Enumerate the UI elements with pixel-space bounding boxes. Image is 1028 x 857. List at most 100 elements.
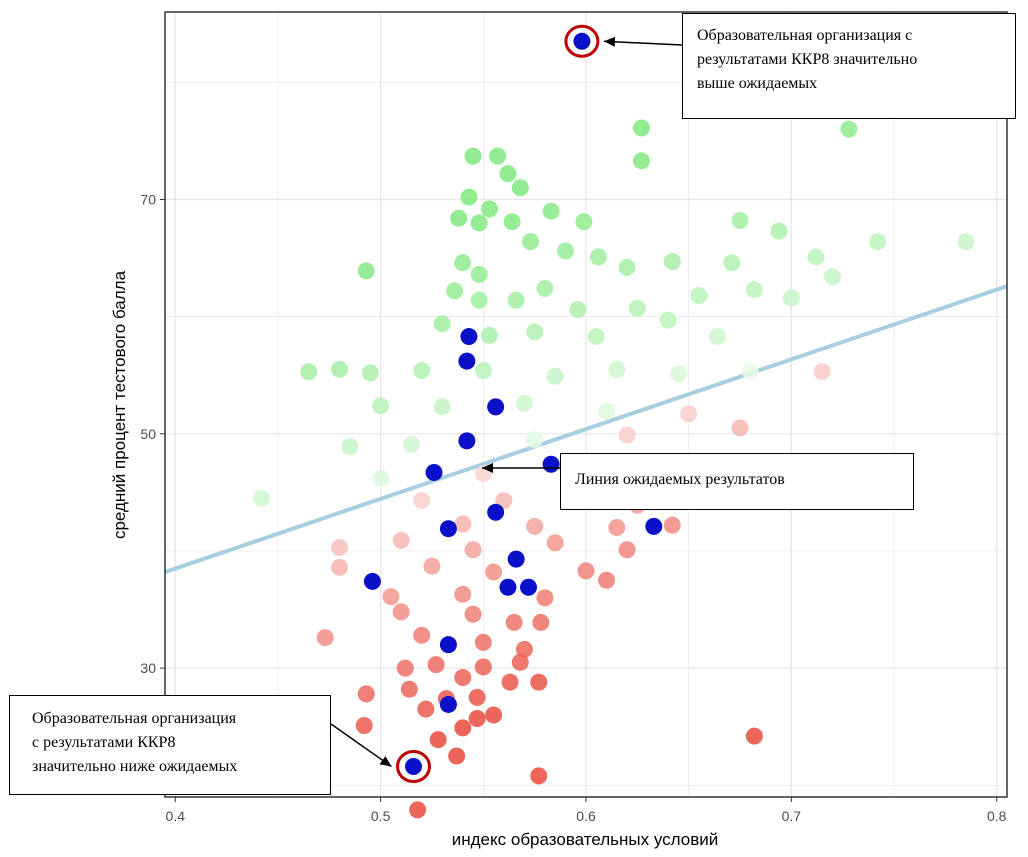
arrow-head: [379, 756, 392, 767]
highlighted-point: [363, 572, 381, 590]
y-tick-label: 70: [140, 191, 156, 207]
data-point: [474, 633, 492, 651]
data-point: [485, 706, 503, 724]
highlighted-point: [499, 578, 517, 596]
callout-line: Образовательная организация с: [697, 27, 913, 44]
data-point: [618, 258, 636, 276]
data-point: [532, 613, 550, 631]
data-point: [536, 589, 554, 607]
data-point: [511, 653, 529, 671]
y-tick-label: 30: [140, 660, 156, 676]
data-point: [464, 541, 482, 559]
data-point: [417, 700, 435, 718]
highlighted-point: [542, 455, 560, 473]
data-point: [530, 767, 548, 785]
highlighted-point: [439, 520, 457, 538]
emphasis-circle: [564, 24, 600, 58]
highlighted-point: [573, 32, 591, 50]
data-point: [723, 254, 741, 272]
data-point: [577, 562, 595, 580]
data-point: [663, 516, 681, 534]
data-point: [522, 233, 540, 251]
data-point: [474, 362, 492, 380]
x-axis-title: индекс образовательных условий: [452, 830, 719, 849]
arrow-head: [482, 463, 493, 473]
data-point: [400, 680, 418, 698]
data-point: [659, 311, 677, 329]
callout-above-expected: Образовательная организация с результата…: [682, 13, 1016, 119]
highlighted-point: [439, 636, 457, 654]
data-point: [782, 289, 800, 307]
arrow-line: [603, 40, 683, 46]
data-point: [480, 326, 498, 344]
data-point: [501, 673, 519, 691]
data-point: [530, 673, 548, 691]
data-point: [454, 254, 472, 272]
grid-lines: [165, 12, 1007, 797]
y-axis-title: средний процент тестового балла: [110, 270, 129, 539]
data-point: [331, 360, 349, 378]
data-point: [392, 603, 410, 621]
data-point: [840, 120, 858, 138]
highlighted-point: [404, 758, 422, 776]
trend-line-group: [164, 284, 1008, 574]
data-point: [575, 213, 593, 231]
data-point: [598, 403, 616, 421]
data-point: [460, 188, 478, 206]
emphasis-circle: [395, 750, 431, 784]
highlighted-point: [487, 398, 505, 416]
data-point: [680, 405, 698, 423]
callout-arrows: [330, 36, 683, 768]
data-point: [485, 563, 503, 581]
highlighted-point: [460, 328, 478, 346]
data-point: [433, 315, 451, 333]
data-point: [357, 262, 375, 280]
data-point: [618, 541, 636, 559]
data-point: [869, 233, 887, 251]
callout-line: выше ожидаемых: [697, 75, 818, 92]
data-point: [409, 801, 427, 819]
data-point: [468, 710, 486, 727]
data-point: [413, 626, 431, 644]
data-point: [331, 558, 349, 576]
data-point: [499, 165, 517, 183]
highlighted-point: [519, 578, 537, 596]
data-point: [632, 152, 650, 170]
data-point: [505, 613, 523, 631]
data-point: [470, 291, 488, 309]
data-point: [589, 248, 607, 266]
x-tick-label: 0.5: [371, 808, 391, 824]
data-point: [526, 431, 544, 449]
data-point: [813, 363, 831, 381]
highlighted-point: [507, 550, 525, 568]
data-point: [608, 360, 626, 378]
arrow-head: [603, 36, 616, 47]
data-point: [446, 282, 464, 300]
data-point: [731, 212, 749, 230]
data-point: [823, 268, 841, 286]
callout-expected-line: Линия ожидаемых результатов: [560, 453, 914, 510]
data-point: [542, 202, 560, 220]
y-axis-ticks: 30 50 70: [140, 191, 165, 676]
data-point: [632, 119, 650, 137]
data-point: [413, 362, 431, 380]
data-point: [341, 438, 359, 456]
data-point: [741, 363, 759, 381]
data-point: [546, 534, 564, 552]
data-point: [598, 571, 616, 589]
data-point: [474, 658, 492, 676]
data-point: [770, 222, 788, 240]
highlighted-point: [458, 432, 476, 450]
data-point: [454, 585, 472, 603]
data-point: [448, 747, 466, 765]
callout-line: с результатами ККР8: [32, 734, 176, 751]
data-point: [253, 489, 271, 507]
callout-line: значительно ниже ожидаемых: [32, 758, 238, 775]
data-point: [628, 299, 646, 317]
x-tick-label: 0.8: [987, 808, 1007, 824]
data-point: [731, 419, 749, 437]
data-point: [427, 656, 445, 674]
x-tick-label: 0.7: [782, 808, 802, 824]
x-axis-ticks: 0.4 0.5 0.6 0.7 0.8: [166, 797, 1007, 824]
data-point: [454, 719, 472, 737]
